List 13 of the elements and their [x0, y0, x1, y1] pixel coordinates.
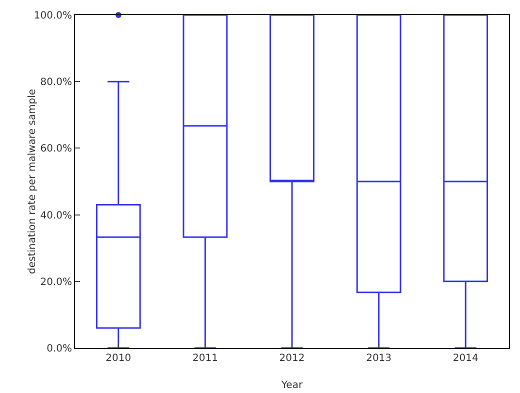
- y-tick-label: 80.0%: [40, 77, 72, 88]
- y-tick-label: 40.0%: [40, 210, 72, 222]
- y-axis-title: destination rate per malware sample: [27, 88, 38, 274]
- x-axis-title: Year: [280, 380, 304, 391]
- x-tick-label: 2010: [106, 353, 132, 364]
- x-tick-label: 2014: [452, 353, 478, 364]
- y-tick-label: 100.0%: [34, 10, 72, 22]
- x-tick-label: 2012: [279, 353, 305, 364]
- y-tick-label: 60.0%: [40, 144, 72, 155]
- y-tick-label: 20.0%: [40, 276, 72, 288]
- y-tick-label: 0.0%: [46, 344, 72, 354]
- x-tick-label: 2013: [366, 353, 392, 364]
- x-tick-label: 2011: [192, 353, 218, 364]
